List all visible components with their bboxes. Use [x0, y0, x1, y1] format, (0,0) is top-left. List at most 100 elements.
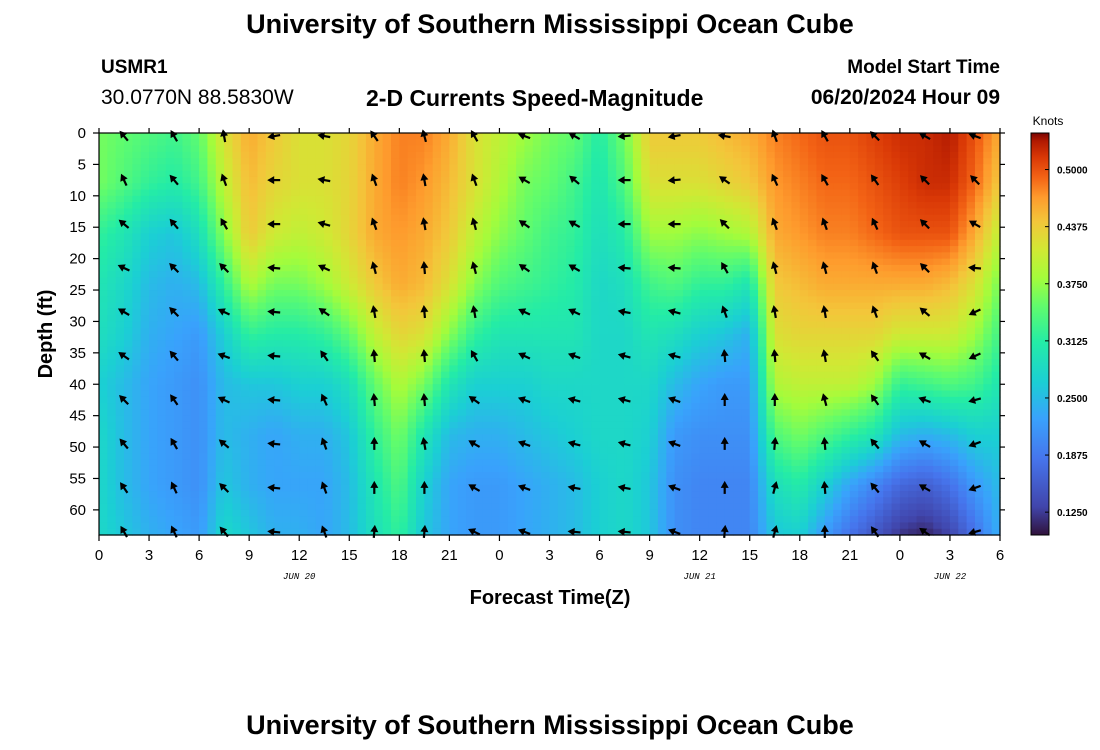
heatmap-cell — [365, 390, 375, 398]
heatmap-cell — [733, 434, 742, 442]
heatmap-cell — [399, 296, 409, 304]
heatmap-cell — [274, 377, 284, 385]
heatmap-cell — [190, 195, 200, 203]
heatmap-cell — [382, 327, 392, 335]
heatmap-cell — [115, 522, 125, 530]
heatmap-cell — [532, 390, 542, 398]
heatmap-cell — [624, 164, 634, 172]
heatmap-cell — [532, 497, 542, 505]
heatmap-cell — [649, 252, 659, 260]
heatmap-cell — [224, 283, 234, 291]
heatmap-cell — [682, 465, 692, 473]
heatmap-cell — [374, 239, 384, 247]
heatmap-cell — [132, 478, 142, 486]
heatmap-cell — [666, 315, 676, 323]
heatmap-cell — [574, 503, 584, 511]
heatmap-cell — [265, 283, 275, 291]
heatmap-cell — [140, 145, 150, 153]
heatmap-cell — [657, 176, 667, 184]
heatmap-cell — [357, 522, 367, 530]
heatmap-cell — [282, 139, 292, 147]
heatmap-cell — [365, 296, 375, 304]
heatmap-cell — [716, 233, 726, 241]
heatmap-cell — [307, 302, 317, 310]
heatmap-cell — [199, 459, 209, 467]
heatmap-cell — [382, 516, 392, 524]
heatmap-cell — [507, 264, 517, 272]
heatmap-cell — [357, 202, 367, 209]
heatmap-cell — [290, 384, 300, 392]
heatmap-cell — [107, 447, 117, 454]
heatmap-cell — [516, 164, 526, 172]
heatmap-cell — [115, 472, 125, 480]
heatmap-cell — [282, 528, 292, 536]
heatmap-cell — [607, 283, 617, 291]
heatmap-cell — [424, 509, 434, 517]
heatmap-cell — [541, 227, 551, 235]
heatmap-cell — [349, 428, 359, 436]
heatmap-cell — [449, 271, 459, 279]
heatmap-cell — [624, 327, 634, 335]
heatmap-cell — [199, 176, 209, 184]
heatmap-cell — [474, 377, 484, 385]
heatmap-cell — [249, 390, 259, 398]
heatmap-cell — [733, 252, 742, 260]
heatmap-cell — [174, 252, 184, 260]
heatmap-cell — [416, 195, 425, 203]
heatmap-cell — [265, 491, 275, 498]
heatmap-cell — [682, 421, 692, 429]
heatmap-cell — [507, 453, 517, 461]
heatmap-cell — [474, 403, 484, 410]
heatmap-cell — [599, 428, 609, 436]
heatmap-cell — [365, 440, 375, 448]
heatmap-cell — [641, 170, 651, 178]
heatmap-cell — [140, 497, 150, 505]
heatmap-cell — [549, 384, 559, 392]
heatmap-cell — [657, 421, 667, 429]
heatmap-cell — [407, 396, 417, 404]
heatmap-cell — [399, 346, 409, 354]
heatmap-cell — [466, 491, 476, 498]
heatmap-cell — [99, 296, 108, 304]
heatmap-cell — [124, 472, 133, 480]
heatmap-cell — [124, 220, 133, 228]
heatmap-cell — [240, 516, 250, 524]
heatmap-cell — [708, 440, 717, 448]
heatmap-cell — [416, 509, 425, 517]
heatmap-cell — [574, 239, 584, 247]
heatmap-cell — [499, 371, 509, 379]
heatmap-cell — [374, 315, 384, 323]
heatmap-cell — [174, 271, 184, 279]
heatmap-cell — [632, 290, 642, 297]
heatmap-cell — [174, 409, 184, 417]
heatmap-cell — [507, 290, 517, 297]
heatmap-cell — [449, 283, 459, 291]
heatmap-cell — [582, 390, 592, 398]
heatmap-cell — [733, 158, 742, 166]
heatmap-cell — [257, 327, 267, 335]
heatmap-cell — [349, 233, 359, 241]
heatmap-cell — [491, 214, 501, 222]
heatmap-cell — [432, 170, 442, 178]
heatmap-cell — [507, 189, 517, 197]
heatmap-cell — [190, 296, 200, 304]
heatmap-cell — [140, 522, 150, 530]
heatmap-cell — [174, 277, 184, 285]
heatmap-cell — [582, 308, 592, 316]
heatmap-cell — [491, 220, 501, 228]
heatmap-cell — [641, 371, 651, 379]
heatmap-cell — [641, 189, 651, 197]
heatmap-cell — [215, 465, 225, 473]
heatmap-cell — [174, 421, 184, 429]
heatmap-cell — [499, 390, 509, 398]
heatmap-cell — [474, 233, 484, 241]
heatmap-cell — [165, 396, 175, 404]
heatmap-cell — [332, 503, 342, 511]
heatmap-cell — [657, 133, 667, 140]
heatmap-cell — [324, 158, 334, 166]
heatmap-cell — [716, 359, 726, 367]
heatmap-cell — [724, 365, 734, 373]
heatmap-cell — [290, 139, 300, 147]
heatmap-cell — [666, 434, 676, 442]
heatmap-cell — [340, 302, 350, 310]
